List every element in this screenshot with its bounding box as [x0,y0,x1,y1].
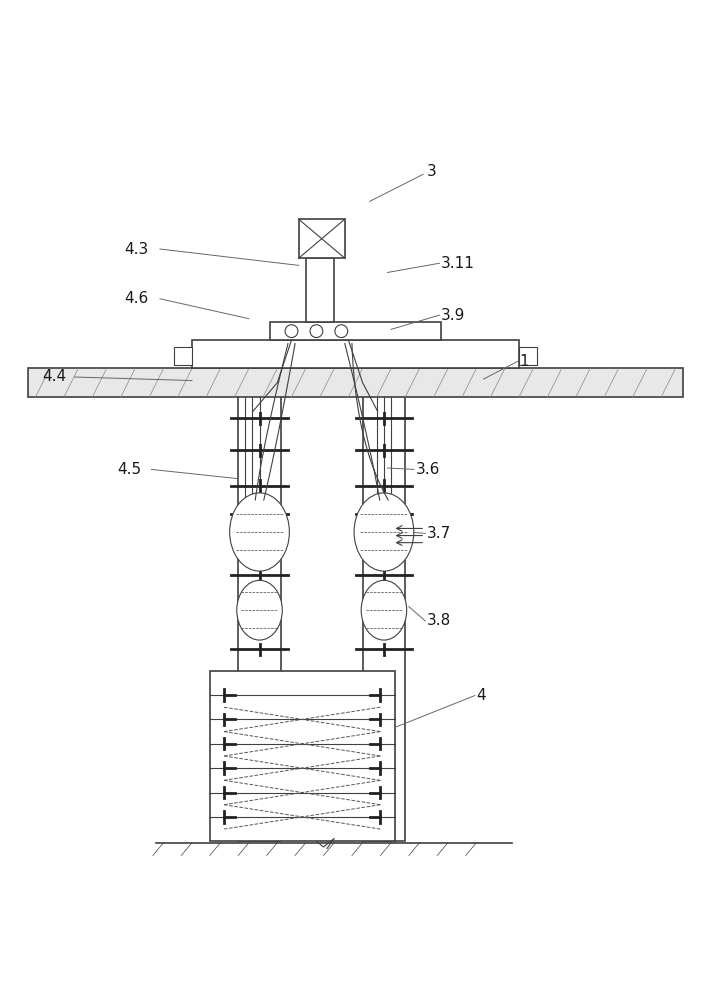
Bar [270,322,441,340]
Circle shape [335,325,348,338]
Bar [28,368,683,397]
Bar [210,671,395,841]
Bar [238,368,281,841]
Text: 4.3: 4.3 [124,242,149,257]
Circle shape [285,325,298,338]
Bar [174,347,192,365]
Text: 3.7: 3.7 [427,526,451,541]
Text: 3: 3 [427,164,437,179]
Text: 4.6: 4.6 [124,291,149,306]
Bar [299,219,345,258]
Bar [306,258,334,322]
Text: 3.8: 3.8 [427,613,451,628]
Text: 4.5: 4.5 [117,462,141,477]
Text: 1: 1 [519,354,529,369]
Text: 3.11: 3.11 [441,256,475,271]
Bar [192,340,519,368]
Circle shape [310,325,323,338]
Bar [363,368,405,841]
Ellipse shape [237,580,282,640]
Text: 4: 4 [476,688,486,703]
Text: 3.9: 3.9 [441,308,465,323]
Text: 4.4: 4.4 [43,369,67,384]
Ellipse shape [230,493,289,571]
Ellipse shape [354,493,414,571]
Ellipse shape [361,580,407,640]
Bar [519,347,537,365]
Text: 3.6: 3.6 [416,462,440,477]
